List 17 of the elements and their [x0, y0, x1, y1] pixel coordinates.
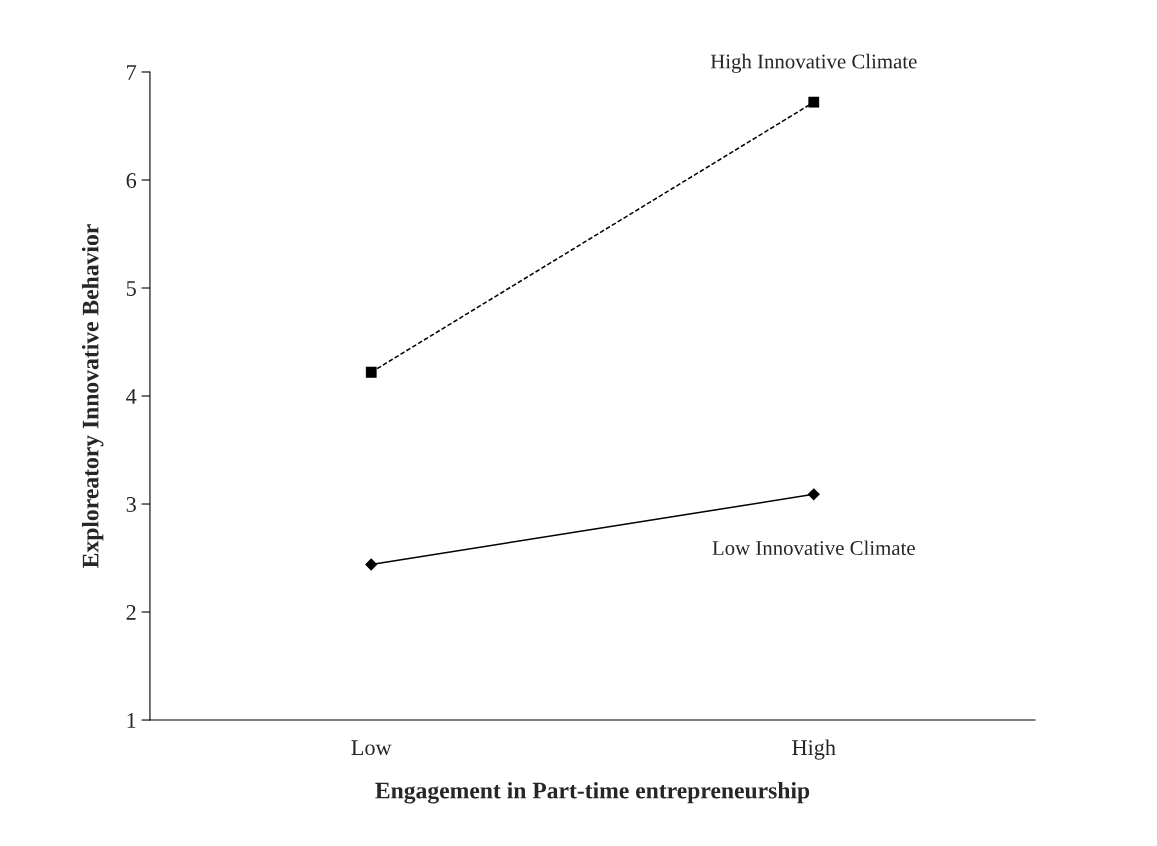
x-axis-title: Engagement in Part-time entrepreneurship [375, 781, 810, 804]
y-axis-title: Exploreatory Innovative Behavior [81, 224, 104, 568]
point [365, 558, 378, 571]
x-tick-label: Low [351, 740, 392, 756]
y-tick-label: 1 [127, 713, 136, 728]
y-tick-label: 6 [126, 173, 137, 188]
y-tick-label: 4 [126, 389, 137, 404]
y-tick-label: 3 [126, 497, 136, 512]
y-tick-label: 2 [126, 605, 136, 620]
y-tick-label: 5 [126, 281, 136, 296]
point [807, 488, 820, 501]
series-label: High Innovative Climate [710, 53, 917, 73]
x-tick-label: High [792, 739, 836, 760]
y-tick-label: 7 [127, 65, 137, 80]
point [365, 366, 377, 378]
series-label: Low Innovative Climate [712, 540, 915, 556]
point [808, 96, 820, 108]
